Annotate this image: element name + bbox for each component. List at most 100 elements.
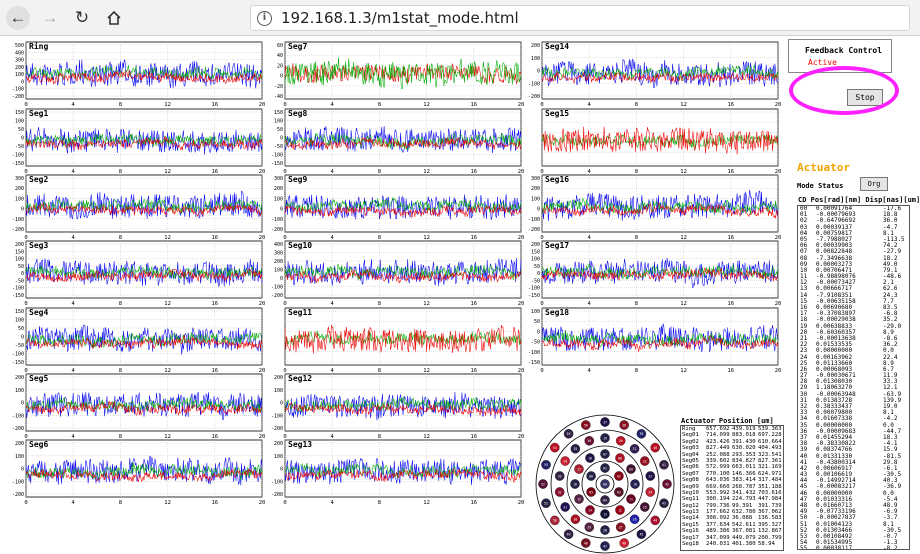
table-cell: -0.98898076 [816,273,856,281]
actuator-dot[interactable] [629,444,640,454]
x-tick-label: 12 [164,368,171,374]
actuator-dot[interactable] [600,479,610,489]
actuator-dot[interactable] [586,471,596,481]
table-cell: -6.1 [883,464,898,472]
x-tick-label: 8 [635,301,638,307]
x-tick-label: 12 [423,368,430,374]
actuator-dot[interactable] [585,505,595,515]
actuator-dot[interactable] [645,471,656,481]
actuator-dot[interactable] [619,420,629,430]
actuator-dot[interactable] [600,417,610,427]
actuator-dot[interactable] [584,436,595,446]
actuator-dot[interactable] [563,429,574,439]
actuator-dot[interactable] [615,436,626,446]
actuator-dot[interactable] [554,487,565,497]
actuator-dot[interactable] [585,453,595,463]
y-tick-label: 100 [274,196,283,202]
table-cell: -0.43800314 [816,458,856,466]
actuator-dot[interactable] [614,471,624,481]
table-cell: 0.00690680 [816,304,853,311]
actuator-dot[interactable] [570,444,581,454]
actuator-dot[interactable] [560,456,570,466]
actuator-dot[interactable] [615,453,625,463]
table-cell: 05 [800,235,808,243]
actuator-dot[interactable] [636,429,647,439]
x-tick-label: 4 [331,434,335,440]
actuator-table[interactable]: 00 0.00091764 -17.6 01 -0.00079693 18.8 02 -0.6… [797,205,910,550]
panel-title: Seg18 [545,308,570,317]
actuator-dot[interactable] [581,420,591,430]
trace-line [284,396,522,413]
actuator-dot[interactable] [650,442,660,453]
actuator-dot[interactable] [640,456,650,466]
x-tick-label: 4 [72,434,76,440]
actuator-dot[interactable] [626,464,636,474]
actuator-dot[interactable] [541,498,551,508]
actuator-dot[interactable] [659,460,669,470]
table-cell: -4.1 [883,440,898,448]
actuator-dot[interactable] [614,487,624,497]
actuator-dot[interactable] [615,505,625,515]
x-tick-label: 12 [423,301,430,307]
table-cell: -6.9 [883,508,898,516]
org-button[interactable]: Org [860,177,888,191]
table-cell: -48.6 [883,273,902,281]
actuator-dot[interactable] [662,479,672,489]
info-icon[interactable]: i [257,11,272,26]
table-cell: -44.7 [883,427,902,435]
actuator-dot[interactable] [541,460,551,470]
actuator-table-header: CD Pos[rad][nm] Disp[nas][um] [798,196,920,204]
actuator-dot[interactable] [600,449,610,459]
x-tick-label: 12 [680,301,687,307]
x-tick-label: 12 [423,434,430,440]
actuator-dot[interactable] [560,502,570,512]
trace-line [541,72,779,84]
actuator-dot[interactable] [586,487,596,497]
actuator-dot[interactable] [574,494,584,504]
x-tick-label: 20 [259,368,266,374]
actuator-dot[interactable] [600,495,610,505]
plot-panel: 0 4 8 12 16 20 Seg15 [520,105,784,181]
actuator-dot[interactable] [574,464,584,474]
actuator-dot[interactable] [626,494,636,504]
actuator-dot[interactable] [600,463,610,473]
actuator-dot[interactable] [630,479,640,489]
url-text[interactable]: 192.168.1.3/m1stat_mode.html [281,9,519,27]
table-cell: -3.7 [883,514,898,522]
table-cell: 18.8 [883,211,898,219]
table-cell: -0.00030671 [816,372,856,380]
table-cell: 0.0 [883,489,894,497]
x-tick-label: 0 [24,235,27,241]
table-row: 26 0.00068093 6.7 [798,366,909,373]
actuator-dot-label: 18 [588,456,592,460]
plot-panel: 300 200 100 0 -100 -200 0 4 8 12 16 20 Seg16 [520,171,784,247]
home-icon[interactable] [102,6,126,30]
actuator-dot[interactable] [600,433,610,443]
forward-icon[interactable]: → [41,8,59,27]
actuator-dot[interactable] [554,471,565,481]
actuator-dot[interactable] [645,487,656,497]
plot-panel: 200 100 0 -100 -200 0 4 8 12 16 20 Seg13 [263,436,527,512]
actuator-dot[interactable] [640,502,650,512]
stop-button[interactable]: Stop [847,89,883,106]
table-cell: 15 [800,297,808,305]
actuator-dot[interactable] [538,479,548,489]
actuator-dot-label: 40 [653,446,657,450]
actuator-dot[interactable] [570,479,580,489]
actuator-dot[interactable] [550,442,560,453]
back-icon[interactable]: ← [6,6,30,30]
actuator-dot[interactable] [600,509,610,519]
x-tick-label: 0 [24,102,27,108]
actuator-dot[interactable] [659,498,669,508]
x-tick-label: 12 [164,235,171,241]
reload-icon[interactable]: ↻ [74,8,90,27]
table-row: 36 -0.00009683 -44.7 [798,427,909,435]
address-bar[interactable]: i 192.168.1.3/m1stat_mode.html [250,5,910,31]
x-tick-label: 20 [518,235,525,241]
table-cell: 21 [800,334,808,342]
x-tick-label: 12 [423,500,430,506]
